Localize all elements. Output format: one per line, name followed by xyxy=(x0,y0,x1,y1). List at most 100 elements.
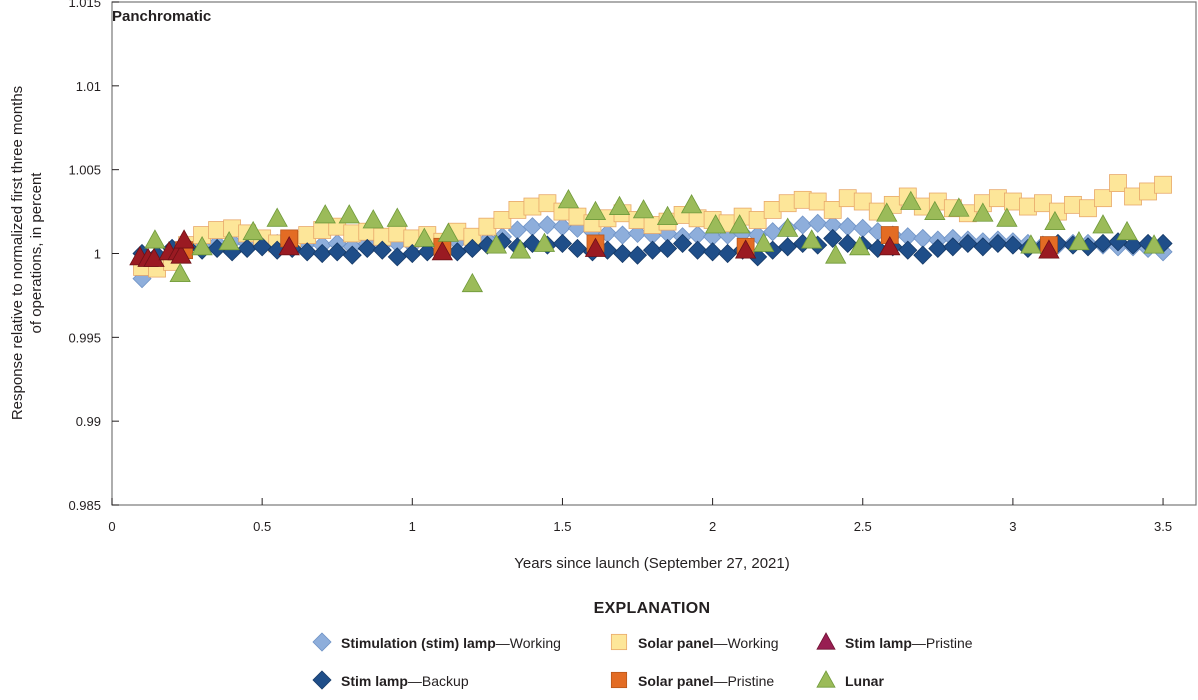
data-point-diamond xyxy=(612,243,633,264)
data-point-triangle xyxy=(656,205,679,226)
data-point-square xyxy=(493,211,512,229)
data-point-triangle xyxy=(1092,214,1114,234)
data-point-triangle xyxy=(170,244,192,264)
data-point-square xyxy=(838,189,857,208)
data-point-diamond xyxy=(237,238,257,259)
data-point-square xyxy=(763,201,782,219)
data-point-triangle xyxy=(1068,230,1090,251)
legend-label: Lunar xyxy=(845,673,884,689)
data-point-diamond xyxy=(657,238,678,259)
data-point-triangle xyxy=(143,247,165,267)
data-point-square xyxy=(1154,175,1172,194)
data-point-triangle xyxy=(972,202,994,222)
data-point-diamond xyxy=(823,228,843,248)
data-point-diamond xyxy=(808,213,828,233)
data-point-triangle xyxy=(876,202,898,222)
data-point-square xyxy=(1004,192,1022,211)
data-point-diamond xyxy=(928,238,948,259)
data-point-square xyxy=(1139,182,1157,201)
y-tick-label: 1 xyxy=(94,247,101,262)
data-point-triangle xyxy=(584,200,607,220)
data-point-diamond xyxy=(688,240,708,260)
data-point-triangle xyxy=(191,235,213,256)
data-point-triangle xyxy=(437,222,460,242)
x-tick-label: 1.5 xyxy=(553,519,571,534)
legend-item: Stim lamp—Pristine xyxy=(816,632,973,651)
data-point-diamond xyxy=(853,218,873,238)
data-point-triangle xyxy=(533,232,556,252)
legend-marker-diamond-icon xyxy=(312,670,332,690)
data-point-diamond xyxy=(297,242,317,262)
data-point-diamond xyxy=(372,240,392,260)
data-point-square xyxy=(1124,187,1142,206)
data-point-diamond xyxy=(703,242,723,262)
data-point-diamond xyxy=(838,217,858,237)
data-point-diamond xyxy=(838,233,858,254)
data-point-square xyxy=(1109,174,1127,192)
data-point-triangle xyxy=(900,190,922,210)
data-point-triangle xyxy=(266,207,288,227)
data-point-square xyxy=(853,192,872,211)
data-point-triangle xyxy=(557,189,580,209)
data-point-triangle xyxy=(608,195,631,215)
legend-marker-triangle-icon xyxy=(816,670,836,688)
data-point-square xyxy=(568,207,587,226)
data-point-triangle xyxy=(801,229,823,249)
legend-label: Solar panel—Pristine xyxy=(638,673,774,689)
data-point-square xyxy=(343,224,362,243)
data-point-diamond xyxy=(1123,235,1143,255)
data-point-diamond xyxy=(402,243,422,264)
legend-item: Lunar xyxy=(816,670,884,689)
data-point-triangle xyxy=(431,240,454,261)
data-point-triangle xyxy=(734,239,757,259)
x-tick-label: 3.5 xyxy=(1154,519,1172,534)
data-point-triangle xyxy=(338,204,360,224)
legend-title: EXPLANATION xyxy=(594,600,711,617)
data-point-square xyxy=(1064,195,1082,214)
data-point-diamond xyxy=(357,238,377,259)
y-tick-label: 0.985 xyxy=(68,498,101,513)
data-point-triangle xyxy=(169,262,191,283)
data-point-diamond xyxy=(1003,235,1023,255)
data-point-square xyxy=(298,226,317,244)
data-point-triangle xyxy=(704,214,727,234)
data-point-triangle xyxy=(776,217,799,237)
data-point-diamond xyxy=(673,233,693,254)
data-point-triangle xyxy=(1044,210,1066,231)
legend: Stimulation (stim) lamp—Working Solar pan… xyxy=(312,632,973,690)
y-tick-label: 0.99 xyxy=(76,414,101,429)
data-point-square xyxy=(1094,189,1112,208)
y-tick-label: 1.005 xyxy=(68,163,101,178)
data-point-triangle xyxy=(413,227,435,247)
y-axis-label-line1: Response relative to normalized first th… xyxy=(9,86,26,420)
data-point-triangle xyxy=(924,200,946,220)
data-point-diamond xyxy=(252,237,272,257)
legend-label-bold: Solar panel xyxy=(638,635,713,651)
data-point-diamond xyxy=(312,243,332,264)
x-axis: 0 0.5 1 1.5 2 2.5 3 3.5 xyxy=(108,498,1172,534)
data-point-square xyxy=(1019,197,1037,216)
legend-label-rest: —Pristine xyxy=(713,673,774,689)
x-tick-label: 3 xyxy=(1009,519,1016,534)
data-point-triangle xyxy=(386,207,408,227)
data-point-diamond xyxy=(537,215,558,235)
data-point-triangle xyxy=(879,235,901,256)
data-point-diamond xyxy=(627,245,648,265)
legend-marker-square-icon xyxy=(610,671,628,689)
x-tick-label: 0 xyxy=(108,519,115,534)
data-point-diamond xyxy=(642,240,663,260)
legend-marker-triangle-icon xyxy=(816,632,836,650)
data-point-square xyxy=(508,201,527,219)
legend-label-rest: —Working xyxy=(713,635,778,651)
data-point-diamond xyxy=(417,242,437,262)
y-tick-label: 0.995 xyxy=(68,330,101,345)
data-point-triangle xyxy=(1038,239,1060,259)
y-axis-label-line2: of operations, in percent xyxy=(28,172,45,334)
data-point-square xyxy=(793,190,812,209)
data-point-triangle xyxy=(362,209,384,229)
legend-label-rest: —Pristine xyxy=(912,635,973,651)
legend-label-rest: —Backup xyxy=(408,673,469,689)
data-point-square xyxy=(823,201,842,219)
data-point-diamond xyxy=(567,238,588,259)
